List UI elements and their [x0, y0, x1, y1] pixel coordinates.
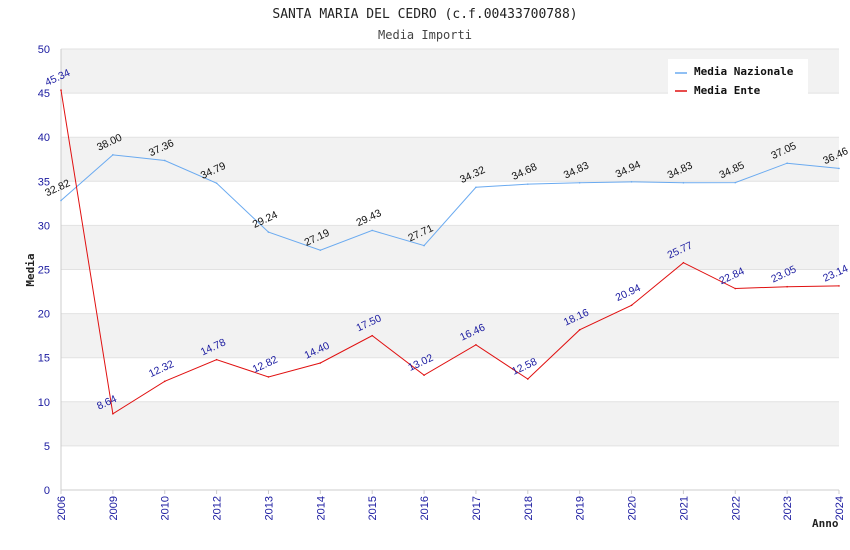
data-point: [786, 162, 788, 165]
x-tick-label: 2009: [108, 496, 120, 520]
data-point: [319, 362, 322, 364]
y-tick-label: 15: [38, 353, 50, 365]
data-point: [734, 287, 737, 290]
data-point: [527, 378, 529, 380]
data-point: [578, 181, 581, 184]
data-point: [578, 329, 581, 331]
data-point: [112, 154, 114, 156]
y-axis-ticks: 0 5 10 15 20 25 30 35 40 45 50: [38, 44, 50, 497]
plot-bands: [60, 48, 839, 491]
plot-band: [61, 445, 839, 490]
plot-band: [61, 137, 839, 182]
data-point: [527, 183, 529, 185]
data-point: [630, 304, 633, 307]
plot-band: [61, 269, 839, 314]
plot-band: [61, 225, 839, 270]
y-tick-label: 10: [38, 397, 50, 409]
series-lines: [60, 89, 840, 415]
x-tick-label: 2022: [730, 496, 742, 520]
y-tick-label: 45: [38, 88, 50, 100]
x-tick-label: 2019: [575, 496, 587, 520]
data-point: [475, 344, 477, 346]
legend-label-ente: Media Ente: [694, 84, 761, 97]
y-tick-label: 40: [38, 132, 50, 144]
chart-title: SANTA MARIA DEL CEDRO (c.f.00433700788): [272, 7, 577, 22]
x-tick-label: 2021: [678, 496, 690, 520]
x-tick-label: 2023: [782, 496, 794, 520]
y-tick-label: 0: [44, 485, 50, 497]
x-tick-label: 2014: [315, 496, 327, 520]
x-axis-ticks: 2006 2009 2010 2012 2013 2014 2015 2016 2017 2018…: [56, 490, 846, 520]
data-point: [60, 199, 62, 202]
x-tick-label: 2013: [263, 496, 275, 520]
y-tick-label: 20: [38, 309, 50, 321]
plot-band: [61, 401, 839, 446]
x-tick-label: 2024: [834, 496, 846, 520]
data-point: [112, 412, 114, 415]
plot-band: [61, 357, 839, 402]
data-point: [267, 231, 270, 233]
y-axis-label: Media: [24, 253, 37, 286]
x-tick-label: 2015: [367, 496, 379, 520]
plot-band: [61, 313, 839, 358]
data-point: [371, 229, 374, 232]
x-tick-label: 2020: [627, 496, 639, 520]
x-tick-label: 2012: [212, 496, 224, 520]
data-point: [682, 261, 685, 264]
data-point: [838, 285, 840, 287]
data-point: [475, 186, 477, 189]
y-tick-label: 35: [38, 176, 50, 188]
data-point: [215, 358, 218, 361]
data-point: [215, 182, 218, 184]
plot-band: [61, 181, 839, 226]
series-line-media-ente: [60, 90, 840, 415]
data-point: [163, 159, 166, 162]
x-tick-label: 2017: [471, 496, 483, 520]
x-tick-label: 2016: [419, 496, 431, 520]
data-point: [734, 181, 737, 184]
y-tick-label: 5: [44, 441, 50, 453]
legend-box: [668, 59, 808, 97]
data-point: [423, 374, 425, 376]
y-tick-label: 25: [38, 265, 50, 277]
data-point: [267, 376, 270, 378]
data-point: [163, 380, 166, 383]
data-point: [630, 181, 633, 183]
series-line-media-nazionale: [60, 154, 840, 251]
x-tick-label: 2006: [56, 496, 68, 520]
legend: Media Nazionale Media Ente: [668, 59, 808, 97]
y-tick-label: 30: [38, 220, 50, 232]
chart-subtitle: Media Importi: [378, 28, 472, 42]
data-point: [682, 181, 685, 184]
x-tick-label: 2018: [523, 496, 535, 520]
data-point: [786, 285, 788, 288]
data-point: [60, 89, 62, 91]
x-tick-label: 2010: [160, 496, 172, 520]
y-tick-label: 50: [38, 44, 50, 56]
data-point: [423, 244, 425, 247]
plot-band: [61, 93, 839, 138]
x-axis-label: Anno: [812, 517, 839, 530]
data-point: [838, 167, 840, 170]
data-point: [371, 334, 374, 337]
legend-label-nazionale: Media Nazionale: [694, 65, 794, 78]
data-point: [319, 249, 322, 251]
